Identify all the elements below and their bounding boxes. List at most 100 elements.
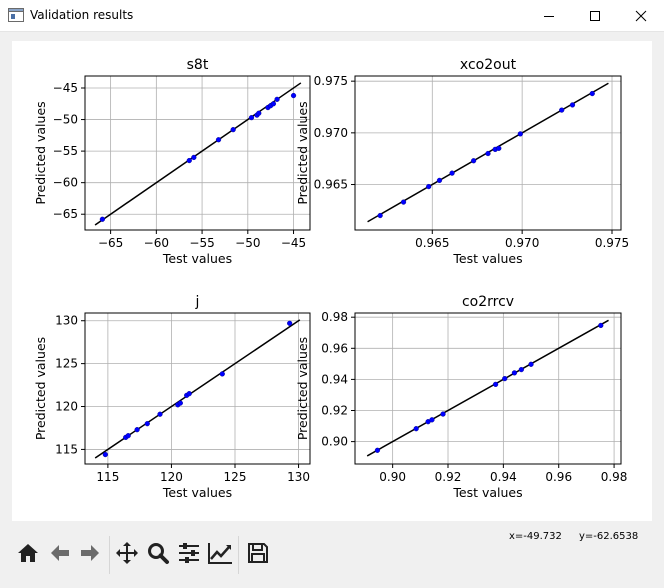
- x-tick-label: −45: [281, 236, 306, 250]
- y-tick-label: 0.98: [321, 310, 348, 324]
- subplot-0: −65 −60 −55 −50 −45 −65 −60 −55 −50 −45 s8t Test va…: [33, 57, 311, 266]
- window-titlebar: Validation results: [0, 0, 664, 32]
- x-tick-label: 115: [96, 470, 119, 484]
- data-point: [559, 107, 565, 113]
- data-point: [287, 320, 293, 326]
- back-arrow-icon: [51, 545, 69, 561]
- y-tick-label: −65: [53, 207, 78, 221]
- zoom-button[interactable]: [144, 539, 172, 567]
- navigation-toolbar: [0, 528, 664, 588]
- back-button[interactable]: [46, 539, 74, 567]
- x-tick-label: 0.965: [415, 236, 449, 250]
- x-tick-label: 120: [160, 470, 183, 484]
- window-app-icon: [8, 8, 24, 22]
- x-tick-label: −65: [98, 236, 123, 250]
- maximize-icon: [590, 10, 600, 21]
- data-point: [400, 199, 407, 205]
- x-tick-label: 0.98: [601, 470, 628, 484]
- x-tick-label: −60: [144, 236, 169, 250]
- data-point: [102, 451, 108, 458]
- data-point: [144, 421, 150, 427]
- maximize-button[interactable]: [572, 0, 618, 31]
- x-tick-label: 0.96: [545, 470, 572, 484]
- x-tick-label: 125: [224, 470, 247, 484]
- figure-canvas[interactable]: −65 −60 −55 −50 −45 −65 −60 −55 −50 −45 s8t Test va…: [12, 41, 652, 521]
- x-tick-label: 130: [287, 470, 310, 484]
- x-tick-label: 0.970: [505, 236, 539, 250]
- minimize-icon: [544, 15, 554, 17]
- y-axis-label: Predicted values: [33, 101, 48, 204]
- data-point: [598, 322, 604, 329]
- data-point: [219, 371, 225, 377]
- x-axis-label: Test values: [452, 485, 522, 500]
- cursor-y-readout: y=-62.6538: [579, 531, 639, 542]
- subplot-3: 0.90 0.92 0.94 0.96 0.98 0.90 0.92 0.94 0.96 0.98…: [295, 294, 627, 500]
- data-point: [485, 150, 491, 157]
- x-tick-label: 0.975: [595, 236, 629, 250]
- y-tick-label: 0.970: [314, 126, 348, 140]
- subplot-title: j: [195, 294, 200, 310]
- y-tick-label: 115: [55, 442, 78, 456]
- data-point: [528, 361, 534, 367]
- save-floppy-icon: [248, 543, 268, 563]
- data-point: [496, 145, 502, 151]
- home-icon: [18, 544, 38, 562]
- toolbar-separator: [238, 536, 239, 574]
- data-point: [99, 216, 105, 222]
- data-point: [493, 381, 499, 387]
- data-point: [134, 427, 140, 433]
- save-button[interactable]: [244, 539, 272, 567]
- x-axis-label: Test values: [162, 485, 232, 500]
- data-point: [471, 158, 477, 164]
- data-point: [125, 433, 131, 439]
- axes-frame: [354, 75, 622, 231]
- axes-frame: [84, 75, 311, 231]
- subplot-title: co2rrcv: [462, 294, 514, 310]
- data-point: [511, 370, 518, 376]
- data-point: [157, 411, 163, 417]
- data-point: [569, 102, 576, 108]
- data-point: [426, 183, 432, 190]
- data-point: [248, 115, 255, 121]
- close-button[interactable]: [618, 0, 664, 31]
- x-tick-label: −55: [189, 236, 214, 250]
- data-point: [230, 127, 236, 133]
- x-axis-label: Test values: [452, 251, 522, 266]
- subplots-config-icon: [179, 543, 199, 563]
- data-point: [436, 177, 443, 183]
- toolbar-separator: [109, 536, 110, 574]
- forward-button[interactable]: [76, 539, 104, 567]
- y-tick-label: 0.94: [321, 372, 348, 386]
- minimize-button[interactable]: [526, 0, 572, 31]
- window-title: Validation results: [30, 8, 134, 22]
- data-point: [191, 154, 197, 161]
- y-tick-label: −55: [53, 144, 78, 158]
- data-point: [290, 92, 297, 99]
- data-point: [215, 137, 222, 143]
- edit-axes-button[interactable]: [206, 539, 234, 567]
- fit-line: [366, 319, 609, 457]
- axes-frame: [84, 312, 311, 465]
- axes-frame: [354, 312, 622, 465]
- data-point: [440, 411, 446, 417]
- pan-move-icon: [116, 542, 138, 564]
- x-tick-label: −50: [235, 236, 260, 250]
- y-tick-label: 120: [55, 400, 78, 414]
- y-tick-label: −50: [53, 113, 78, 127]
- y-tick-label: 125: [55, 357, 78, 371]
- pan-button[interactable]: [113, 539, 141, 567]
- data-point: [270, 101, 277, 107]
- y-tick-label: 0.96: [321, 341, 348, 355]
- data-point: [413, 426, 419, 432]
- data-point: [186, 157, 192, 164]
- subplot-1: 0.965 0.970 0.975 0.965 0.970 0.975 xco2out Tes…: [295, 57, 629, 266]
- subplots-button[interactable]: [175, 539, 203, 567]
- y-tick-label: 0.90: [321, 435, 348, 449]
- y-tick-label: 0.92: [321, 404, 348, 418]
- data-point: [256, 110, 262, 116]
- y-tick-label: −45: [53, 81, 78, 95]
- home-button[interactable]: [14, 539, 42, 567]
- data-point: [429, 417, 435, 423]
- data-point: [177, 400, 183, 406]
- subplot-title: s8t: [187, 57, 209, 73]
